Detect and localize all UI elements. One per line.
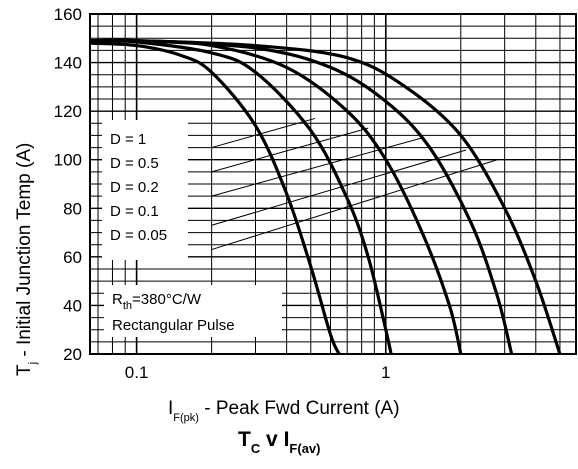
series-line-5 bbox=[90, 38, 562, 354]
legend: D = 1 D = 0.5 D = 0.2 D = 0.1 D = 0.05 bbox=[102, 120, 188, 260]
annotation-rth: Rth=380°C/W bbox=[112, 291, 202, 312]
legend-entry: D = 0.2 bbox=[110, 179, 159, 196]
y-tick-label: 160 bbox=[54, 5, 82, 24]
legend-entry: D = 0.1 bbox=[110, 203, 159, 220]
legend-box bbox=[102, 120, 188, 260]
x-tick-label: 0.1 bbox=[125, 363, 149, 382]
plot-frame bbox=[89, 13, 577, 355]
annotation-background bbox=[104, 285, 282, 337]
legend-entry: D = 0.5 bbox=[110, 155, 159, 172]
chart-caption: TC v IF(av) bbox=[238, 428, 320, 456]
y-tick-label: 100 bbox=[54, 151, 82, 170]
legend-leader-line bbox=[211, 127, 369, 173]
annotation-pulse: Rectangular Pulse bbox=[112, 317, 235, 334]
annotation-box: Rth=380°C/W Rectangular Pulse bbox=[104, 285, 282, 337]
y-tick-label: 140 bbox=[54, 54, 82, 73]
legend-leader-line bbox=[211, 159, 498, 251]
legend-leader-line bbox=[211, 117, 316, 149]
y-tick-label: 20 bbox=[63, 345, 82, 364]
y-axis-title: Tj - Initial Junction Temp (A) bbox=[14, 143, 39, 376]
series-layer bbox=[90, 38, 562, 354]
y-tick-label: 40 bbox=[63, 296, 82, 315]
legend-leader-lines bbox=[211, 117, 498, 251]
y-tick-label: 80 bbox=[63, 199, 82, 218]
series-line-1 bbox=[90, 41, 341, 354]
tick-labels: 20 40 60 80 100 120 140 160 0.1 1 bbox=[54, 5, 391, 382]
legend-entry: D = 1 bbox=[110, 131, 146, 148]
series-line-2 bbox=[90, 39, 393, 354]
y-tick-label: 60 bbox=[63, 248, 82, 267]
x-axis-title: IF(pk) - Peak Fwd Current (A) bbox=[168, 398, 400, 424]
legend-leader-line bbox=[211, 149, 467, 226]
legend-entry: D = 0.05 bbox=[110, 227, 167, 244]
y-tick-label: 120 bbox=[54, 102, 82, 121]
x-tick-label: 1 bbox=[381, 363, 390, 382]
legend-leader-line bbox=[211, 137, 423, 197]
